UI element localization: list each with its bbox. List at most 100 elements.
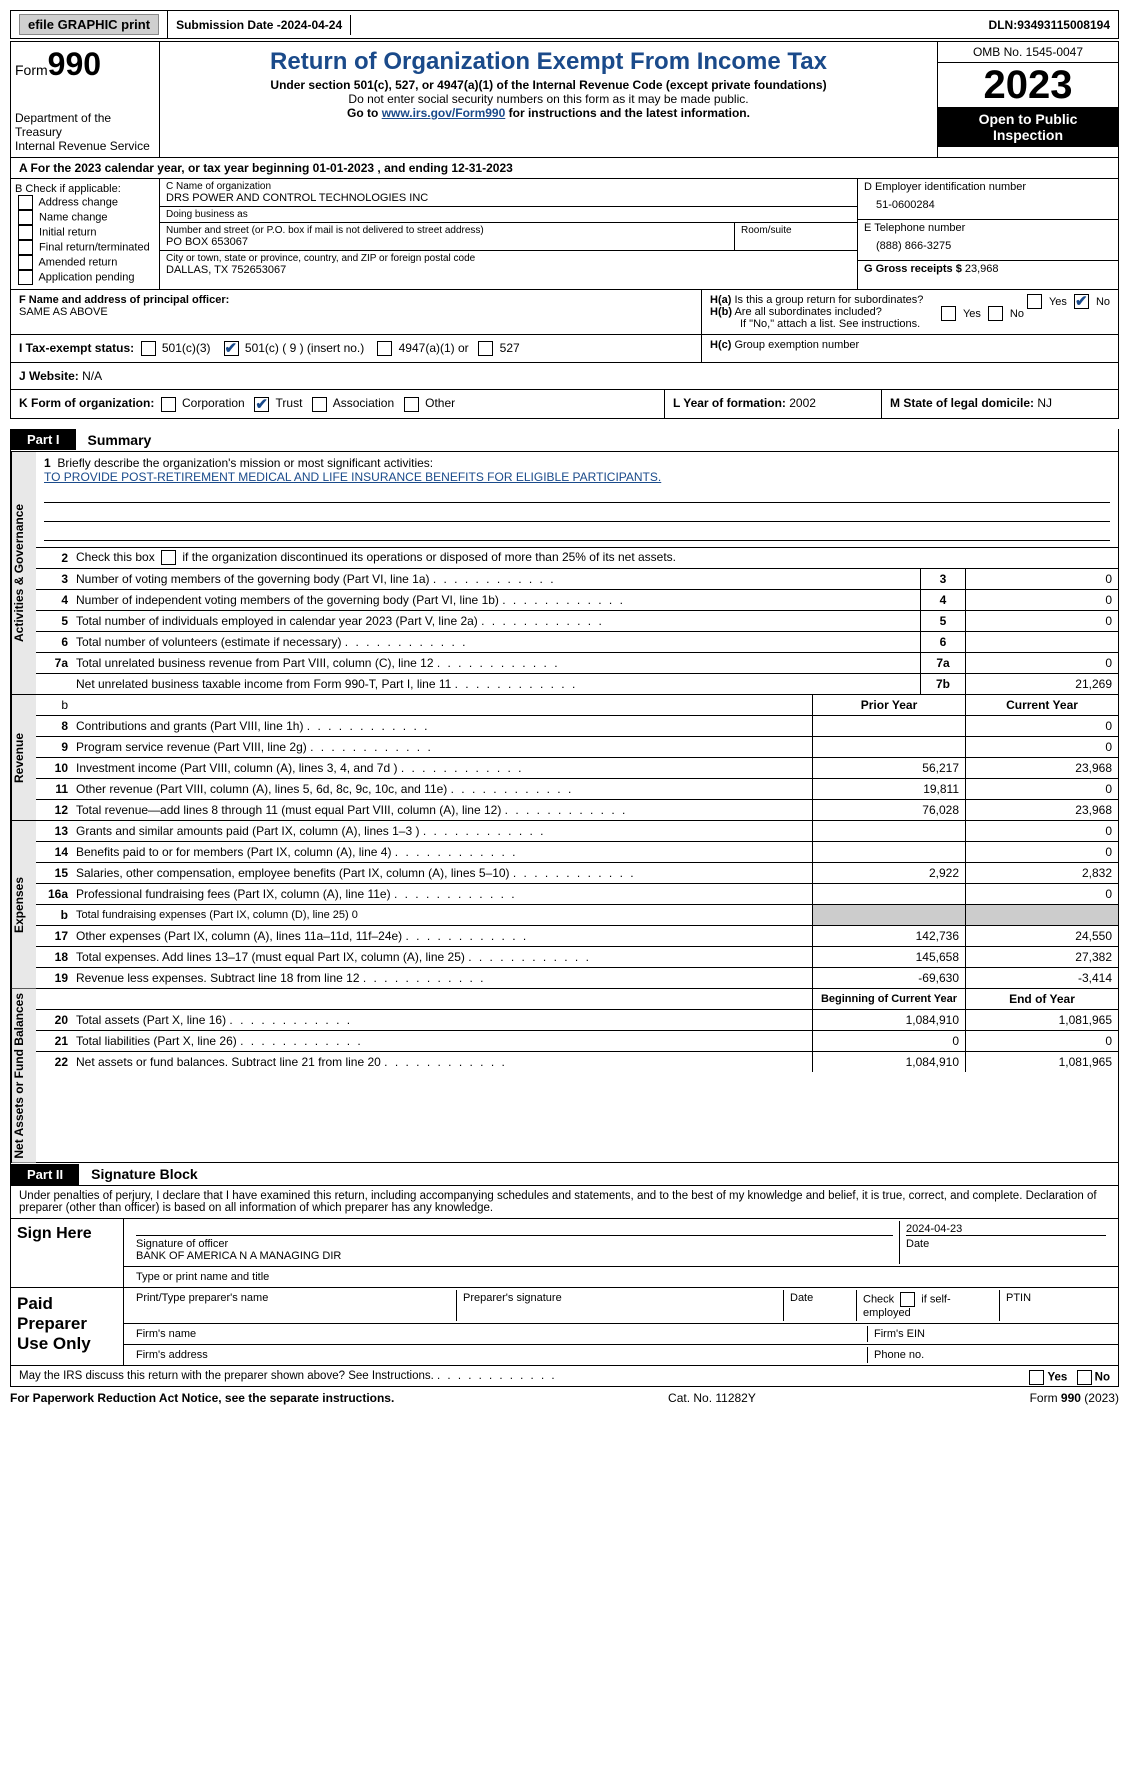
begin-year-header: Beginning of Current Year — [812, 989, 965, 1009]
line1-label: Briefly describe the organization's miss… — [57, 456, 433, 470]
city-cell: City or town, state or province, country… — [160, 251, 857, 278]
501c-checkbox[interactable] — [224, 341, 239, 356]
col-b-item: Application pending — [15, 270, 155, 285]
gross-label: G Gross receipts $ — [864, 263, 965, 275]
dba-cell: Doing business as — [160, 207, 857, 223]
discuss-yes-label: Yes — [1047, 1372, 1067, 1384]
501c3-checkbox[interactable] — [141, 341, 156, 356]
form-title: Return of Organization Exempt From Incom… — [168, 48, 929, 76]
tax-year: 2023 — [938, 63, 1118, 107]
mission-line — [44, 486, 1110, 503]
part2-title: Signature Block — [79, 1163, 210, 1185]
sign-here-label: Sign Here — [11, 1219, 124, 1287]
k-checkbox[interactable] — [312, 397, 327, 412]
discuss-no-checkbox[interactable] — [1077, 1370, 1092, 1385]
colb-checkbox[interactable] — [18, 195, 33, 210]
ptin-label: PTIN — [1000, 1290, 1112, 1321]
spacer — [351, 22, 980, 28]
prep-date-label: Date — [784, 1290, 857, 1321]
h-section: H(a) Is this a group return for subordin… — [701, 290, 1118, 334]
4947-checkbox[interactable] — [377, 341, 392, 356]
sig-date-value: 2024-04-23 — [906, 1223, 1106, 1236]
footer: For Paperwork Reduction Act Notice, see … — [10, 1387, 1119, 1409]
form-number: Form990 — [15, 46, 155, 83]
table-row: 18Total expenses. Add lines 13–17 (must … — [36, 947, 1118, 968]
current-year-header: Current Year — [965, 695, 1118, 715]
city-label: City or town, state or province, country… — [166, 253, 851, 264]
revenue-block: Revenue b Prior Year Current Year 8Contr… — [10, 695, 1119, 821]
k-checkbox[interactable] — [404, 397, 419, 412]
vtab-revenue: Revenue — [11, 695, 36, 820]
ha-no-checkbox[interactable] — [1074, 294, 1089, 309]
firm-ein-label: Firm's EIN — [868, 1326, 1112, 1342]
k-checkbox[interactable] — [254, 397, 269, 412]
officer-sig-value: BANK OF AMERICA N A MANAGING DIR — [136, 1250, 341, 1262]
mission-line — [44, 524, 1110, 541]
submission-cell: Submission Date - 2024-04-24 — [168, 15, 351, 35]
hb-yes-label: Yes — [963, 308, 981, 320]
line-1: 1 Briefly describe the organization's mi… — [36, 452, 1118, 548]
table-row: 15Salaries, other compensation, employee… — [36, 863, 1118, 884]
527-checkbox[interactable] — [478, 341, 493, 356]
opt-527: 527 — [500, 341, 520, 355]
irs-link[interactable]: www.irs.gov/Form990 — [382, 106, 506, 120]
ein-cell: D Employer identification number 51-0600… — [858, 179, 1118, 220]
table-row: 21Total liabilities (Part X, line 26) 00 — [36, 1031, 1118, 1052]
k-checkbox[interactable] — [161, 397, 176, 412]
hb-label: H(b) — [710, 306, 732, 318]
netassets-block: Net Assets or Fund Balances Beginning of… — [10, 989, 1119, 1164]
signature-block: Under penalties of perjury, I declare th… — [10, 1186, 1119, 1387]
f-label: F Name and address of principal officer: — [19, 294, 229, 306]
hb-yes-checkbox[interactable] — [941, 306, 956, 321]
declaration-text: Under penalties of perjury, I declare th… — [11, 1186, 1118, 1219]
header-right: OMB No. 1545-0047 2023 Open to Public In… — [937, 42, 1118, 157]
hb-text: Are all subordinates included? — [734, 306, 881, 318]
dln-value: 93493115008194 — [1017, 18, 1110, 32]
colb-checkbox[interactable] — [18, 270, 33, 285]
col-b-item: Initial return — [15, 225, 155, 240]
colb-checkbox[interactable] — [18, 240, 33, 255]
governance-body: 1 Briefly describe the organization's mi… — [36, 452, 1118, 694]
footer-right-pre: Form — [1030, 1391, 1061, 1405]
table-row: 17Other expenses (Part IX, column (A), l… — [36, 926, 1118, 947]
colb-checkbox[interactable] — [18, 255, 33, 270]
header-left: Form990 Department of the Treasury Inter… — [11, 42, 160, 157]
colb-checkbox[interactable] — [18, 210, 33, 225]
h-a: H(a) Is this a group return for subordin… — [710, 294, 1110, 306]
row-a-text: A For the 2023 calendar year, or tax yea… — [19, 161, 313, 175]
expenses-body: 13Grants and similar amounts paid (Part … — [36, 821, 1118, 988]
goto-suffix: for instructions and the latest informat… — [509, 106, 750, 120]
col-b-item: Final return/terminated — [15, 240, 155, 255]
revenue-body: b Prior Year Current Year 8Contributions… — [36, 695, 1118, 820]
phone-label: Phone no. — [868, 1347, 1112, 1363]
colb-checkbox[interactable] — [18, 225, 33, 240]
line1-value[interactable]: TO PROVIDE POST-RETIREMENT MEDICAL AND L… — [44, 470, 661, 484]
year-formation: L Year of formation: 2002 — [664, 390, 881, 417]
col-b: B Check if applicable: Address change Na… — [11, 179, 160, 289]
footer-left: For Paperwork Reduction Act Notice, see … — [10, 1391, 394, 1405]
submission-label: Submission Date - — [176, 18, 281, 32]
table-row: 16aProfessional fundraising fees (Part I… — [36, 884, 1118, 905]
discuss-yes-checkbox[interactable] — [1029, 1370, 1044, 1385]
opt-501c3: 501(c)(3) — [162, 341, 211, 355]
room-label: Room/suite — [741, 225, 851, 236]
table-row: 13Grants and similar amounts paid (Part … — [36, 821, 1118, 842]
tel-label: E Telephone number — [864, 222, 1112, 234]
table-row: 4Number of independent voting members of… — [36, 590, 1118, 611]
self-employed-cell: Check if self-employed — [857, 1290, 1000, 1321]
efile-graphic-button[interactable]: efile GRAPHIC print — [19, 14, 159, 35]
ha-text: Is this a group return for subordinates? — [734, 294, 923, 306]
table-row: 10Investment income (Part VIII, column (… — [36, 758, 1118, 779]
discuss-no-label: No — [1095, 1372, 1110, 1384]
self-employed-checkbox[interactable] — [900, 1292, 915, 1307]
room-cell: Room/suite — [735, 223, 857, 250]
hb-no-checkbox[interactable] — [988, 306, 1003, 321]
m-label: M State of legal domicile: — [890, 396, 1037, 410]
ha-yes-checkbox[interactable] — [1027, 294, 1042, 309]
opt-4947: 4947(a)(1) or — [399, 341, 469, 355]
end-year-header: End of Year — [965, 989, 1118, 1009]
table-row: 12Total revenue—add lines 8 through 11 (… — [36, 800, 1118, 820]
line2-checkbox[interactable] — [161, 550, 176, 565]
open-inspection: Open to Public Inspection — [938, 107, 1118, 147]
tel-value: (888) 866-3275 — [864, 234, 1112, 258]
